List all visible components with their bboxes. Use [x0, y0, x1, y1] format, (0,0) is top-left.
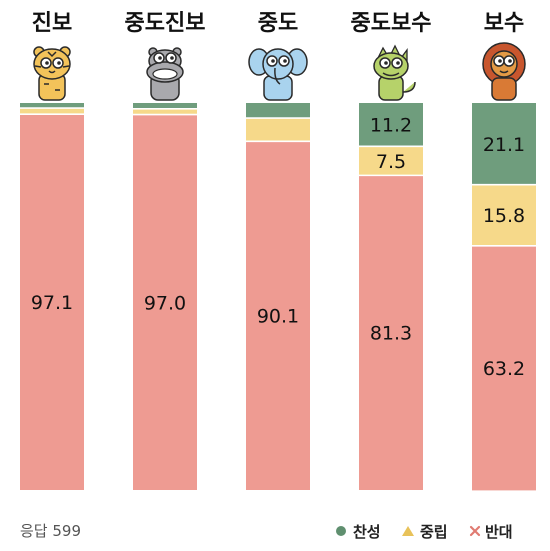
- category-mascots: [33, 42, 526, 101]
- bars-layer: [20, 103, 536, 491]
- legend-label-agree: 찬성: [353, 523, 381, 541]
- dinosaur-icon: [373, 44, 416, 101]
- legend: 찬성 중립 반대: [336, 523, 513, 541]
- circle-icon: [336, 526, 346, 536]
- value-label-oppose-center-progressive: 97.0: [144, 292, 186, 314]
- value-labels: 97.1 97.0 90.1 11.2 7.5 81.3 21.1 15.8 63.2: [31, 115, 525, 380]
- bar-segment-neutral-progressive: [20, 108, 84, 115]
- category-title-progressive: 진보: [32, 11, 72, 36]
- bar-segment-agree-conservative: [472, 103, 536, 185]
- category-title-center-conservative: 중도보수: [351, 11, 432, 36]
- bar-segment-agree-center-conservative: [359, 103, 423, 147]
- value-label-oppose-center-conservative: 81.3: [370, 323, 412, 345]
- bar-segment-neutral-center-conservative: [359, 146, 423, 176]
- bar-segment-agree-center: [246, 103, 310, 119]
- hippo-icon: [146, 47, 184, 101]
- legend-label-neutral: 중립: [420, 523, 448, 541]
- tiger-icon: [33, 46, 71, 101]
- category-title-conservative: 보수: [484, 11, 524, 36]
- value-label-neutral-center-conservative: 7.5: [376, 151, 406, 173]
- bar-segment-oppose-center-progressive: [133, 114, 197, 491]
- response-count: 응답 599: [20, 522, 81, 540]
- value-label-neutral-conservative: 15.8: [483, 205, 525, 227]
- triangle-icon: [402, 526, 414, 536]
- bar-segment-oppose-progressive: [20, 114, 84, 491]
- value-label-oppose-conservative: 63.2: [483, 358, 525, 380]
- category-title-center: 중도: [258, 11, 298, 36]
- legend-label-oppose: 반대: [485, 523, 513, 541]
- bar-segment-oppose-center: [246, 141, 310, 491]
- bar-segment-neutral-center-progressive: [133, 108, 197, 115]
- value-label-oppose-progressive: 97.1: [31, 292, 73, 314]
- bar-segment-agree-progressive: [20, 103, 84, 109]
- category-title-center-progressive: 중도진보: [125, 11, 206, 36]
- bar-segment-neutral-center: [246, 118, 310, 142]
- lion-icon: [482, 42, 526, 101]
- bar-segment-agree-center-progressive: [133, 103, 197, 109]
- x-icon: [469, 525, 481, 537]
- elephant-icon: [248, 48, 308, 101]
- value-label-agree-center-conservative: 11.2: [370, 115, 412, 137]
- legend-item-neutral: 중립: [402, 523, 448, 541]
- legend-item-oppose: 반대: [469, 523, 513, 541]
- value-label-oppose-center: 90.1: [257, 306, 299, 328]
- value-label-agree-conservative: 21.1: [483, 134, 525, 156]
- legend-item-agree: 찬성: [336, 523, 381, 541]
- bar-segment-oppose-conservative: [472, 245, 536, 491]
- category-titles: 진보 중도진보 중도 중도보수 보수: [32, 11, 524, 36]
- bar-segment-neutral-conservative: [472, 184, 536, 246]
- bar-segment-oppose-center-conservative: [359, 175, 423, 490]
